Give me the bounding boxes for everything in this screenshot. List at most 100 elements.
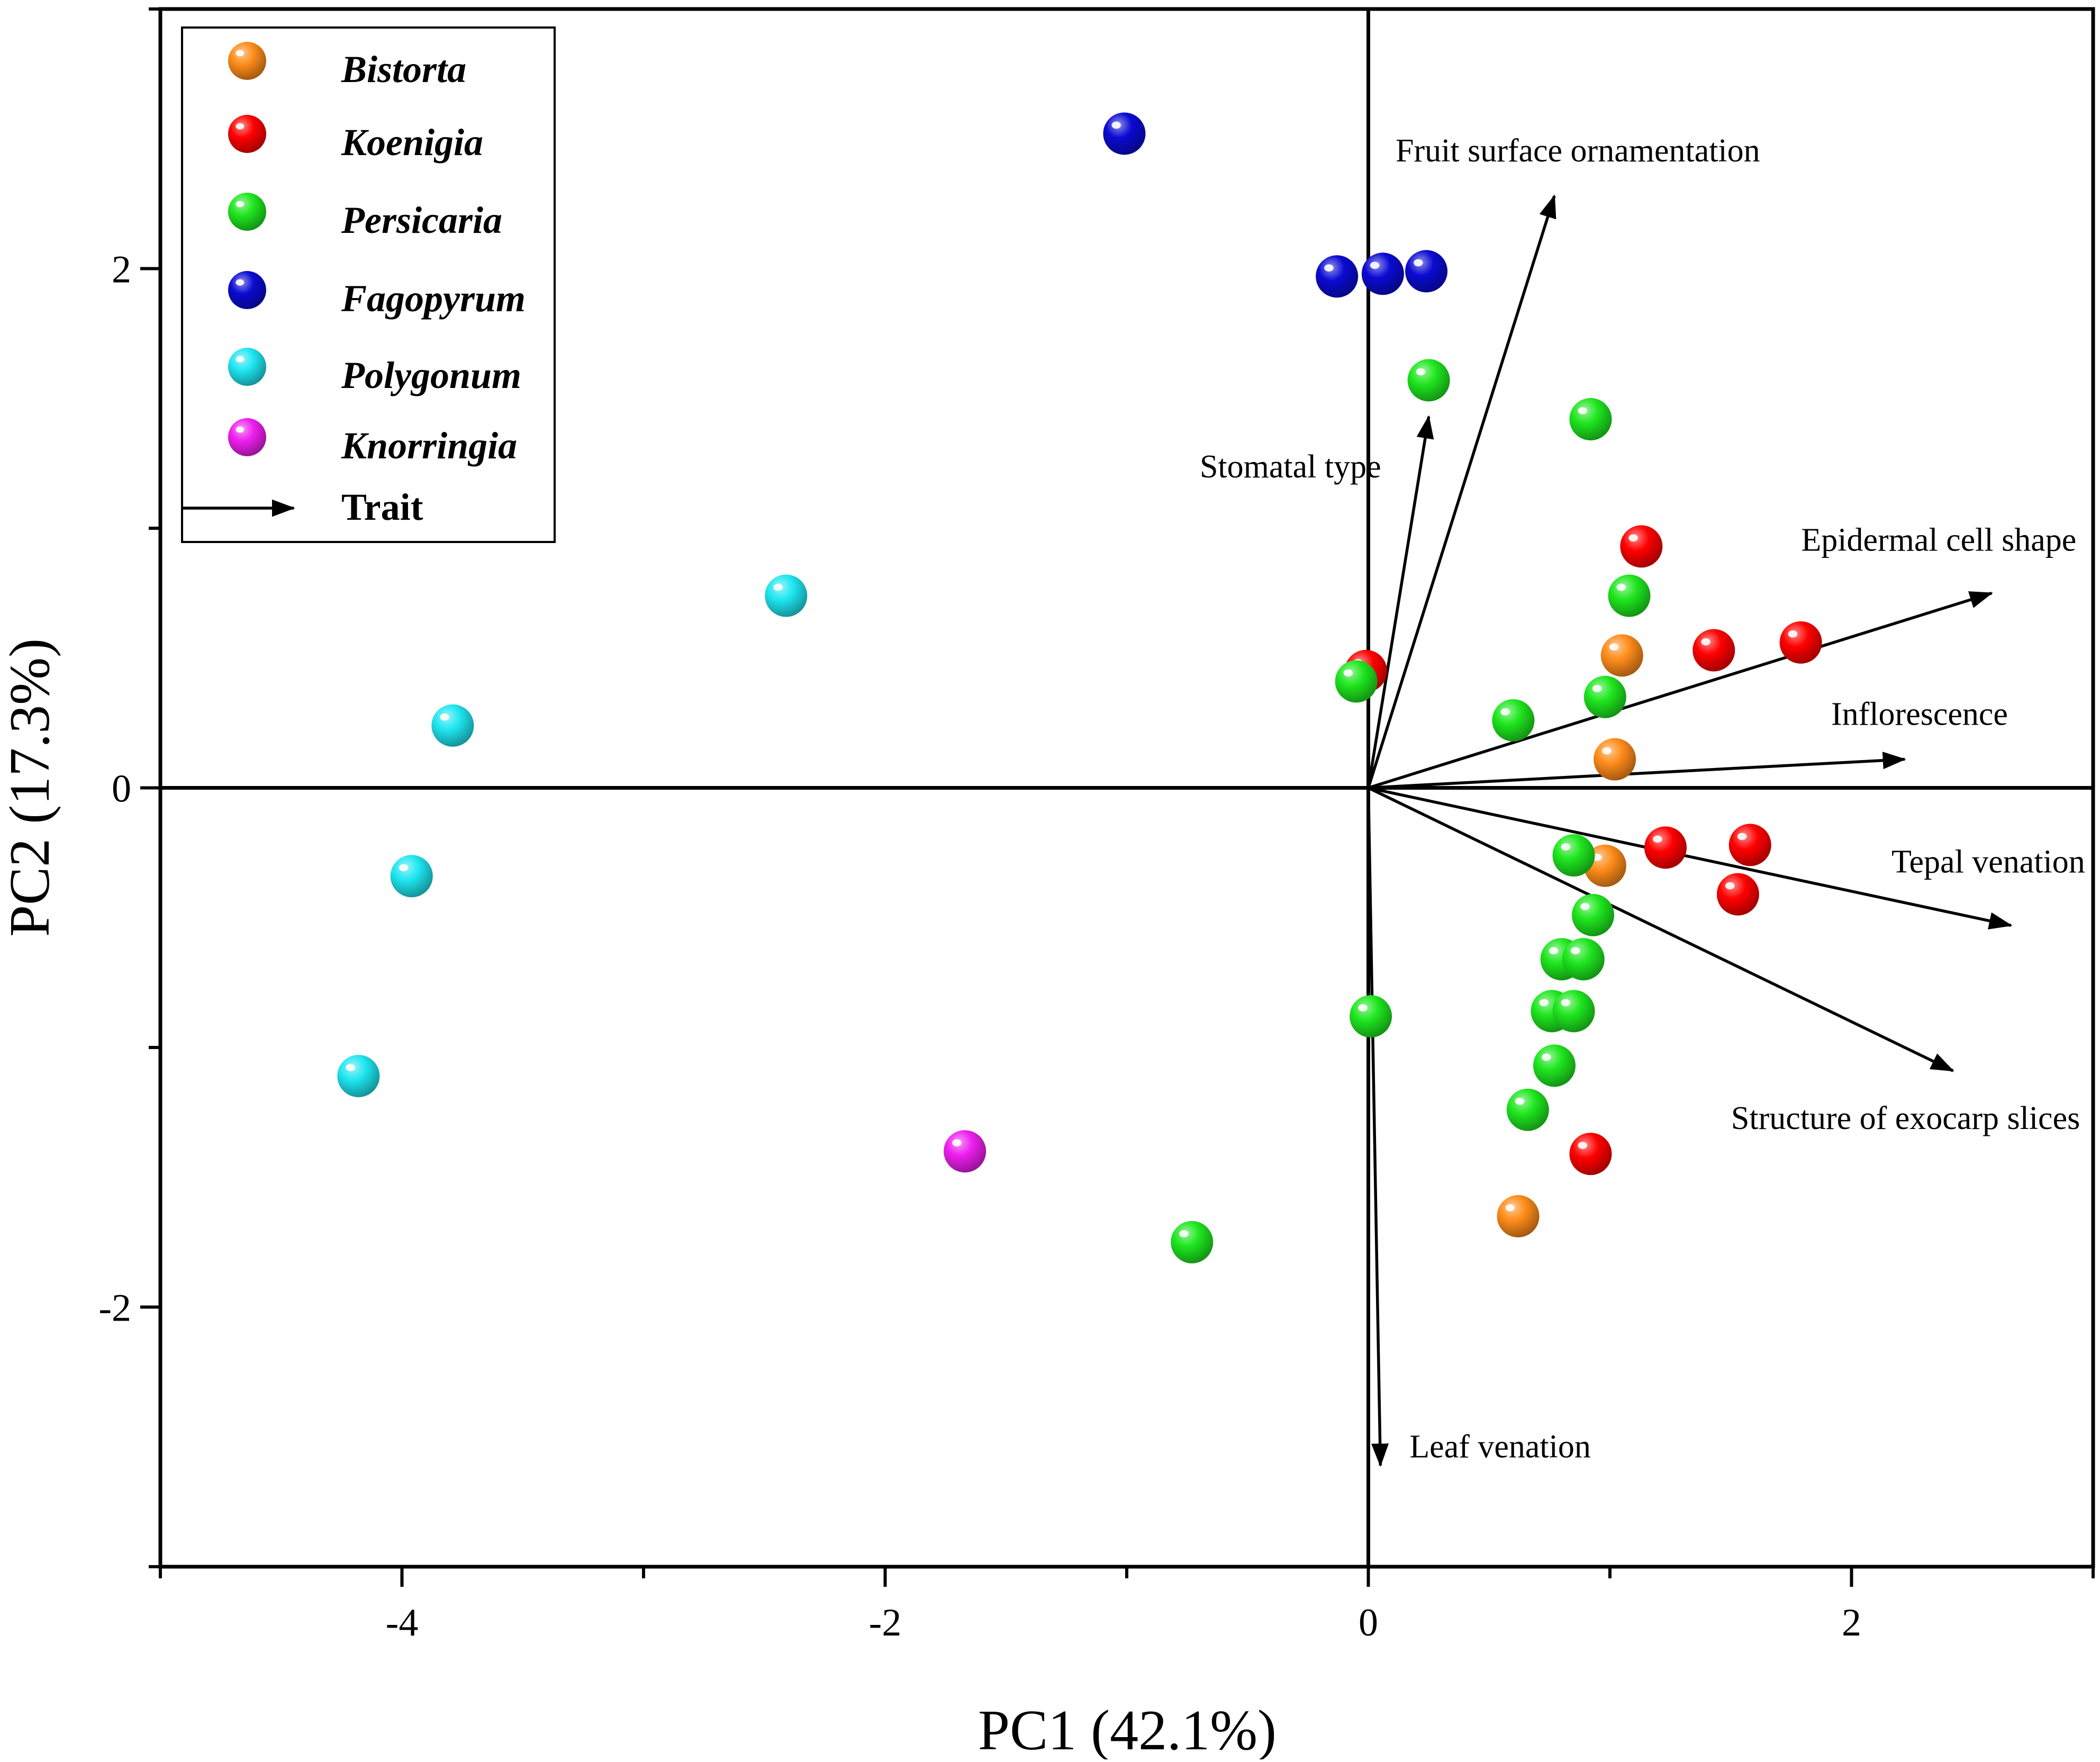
y-tick-label: -2 [98, 1287, 131, 1330]
point-body [1594, 738, 1636, 781]
legend-marker-knorringia [228, 418, 266, 456]
trait-arrow-inflorescence [1368, 752, 1906, 790]
legend-marker-koenigia [228, 115, 266, 153]
trait-label-stomatal-type: Stomatal type [1200, 449, 1381, 485]
point-persicaria [1350, 995, 1392, 1038]
legend-label-fagopyrum: Fagopyrum [341, 277, 526, 320]
point-highlight [440, 713, 449, 721]
point-body [1552, 834, 1595, 877]
trait-label-epidermal-cell-shape: Epidermal cell shape [1801, 522, 2076, 558]
trait-arrow-structure-of-exocarp-slices [1368, 787, 1954, 1072]
point-polygonum [431, 704, 474, 747]
trait-arrow-fruit-surface-ornamentation [1366, 194, 1556, 789]
point-persicaria [1171, 1221, 1214, 1263]
point-persicaria [1569, 397, 1612, 440]
legend-label-koenigia: Koenigia [341, 121, 483, 164]
point-body [1405, 250, 1448, 293]
point-body [1350, 995, 1392, 1038]
x-tick-label: 2 [1842, 1601, 1861, 1644]
legend-marker-highlight [236, 279, 245, 286]
data-points [337, 112, 1822, 1263]
legend-marker-highlight [236, 356, 245, 363]
point-highlight [1788, 630, 1798, 638]
point-persicaria [1572, 893, 1615, 936]
point-body [1407, 359, 1450, 402]
point-highlight [1652, 835, 1662, 843]
trait-vectors: Fruit surface ornamentation Stomatal type… [1200, 133, 2085, 1467]
point-body [1533, 1044, 1576, 1087]
point-highlight [1111, 121, 1121, 129]
point-persicaria [1562, 938, 1605, 981]
point-koenigia [1779, 621, 1822, 664]
point-highlight [1539, 999, 1549, 1007]
point-body [765, 574, 808, 617]
point-highlight [1500, 708, 1510, 716]
point-polygonum [765, 574, 808, 617]
legend-marker-polygonum [228, 348, 266, 386]
legend-marker-body [228, 42, 266, 80]
point-highlight [1578, 407, 1588, 414]
legend-marker-bistorta [228, 42, 266, 80]
point-highlight [1324, 264, 1334, 272]
point-fagopyrum [1361, 252, 1404, 295]
point-persicaria [1335, 660, 1378, 703]
point-persicaria [1506, 1088, 1549, 1131]
point-persicaria [1533, 1044, 1576, 1087]
legend-label-polygonum: Polygonum [341, 354, 521, 396]
point-body [1644, 826, 1687, 869]
point-body [1497, 1195, 1540, 1237]
legend-marker-body [228, 418, 266, 456]
point-fagopyrum [1405, 250, 1448, 293]
legend-marker-body [228, 115, 266, 153]
point-body [1103, 112, 1146, 155]
point-body [1600, 634, 1643, 677]
x-axis: -4 -2 0 2 [159, 1567, 2095, 1644]
point-highlight [1549, 947, 1559, 955]
point-body [1506, 1088, 1549, 1131]
trait-label-tepal-venation: Tepal venation [1891, 844, 2085, 880]
point-koenigia [1728, 824, 1771, 866]
point-bistorta [1594, 738, 1636, 781]
point-koenigia [1644, 826, 1687, 869]
point-persicaria [1552, 834, 1595, 877]
point-body [390, 855, 433, 898]
legend: Bistorta Koenigia Persicaria Fagopyrum Polyg… [181, 26, 556, 543]
point-highlight [1737, 833, 1747, 841]
point-body [1569, 1133, 1612, 1176]
point-highlight [1609, 643, 1619, 651]
point-body [1692, 629, 1735, 672]
point-highlight [1701, 638, 1710, 646]
trait-label-fruit-surface-ornamentation: Fruit surface ornamentation [1396, 133, 1760, 169]
point-highlight [1414, 259, 1423, 267]
point-highlight [952, 1139, 962, 1146]
point-persicaria [1407, 359, 1450, 402]
legend-label-knorringia: Knorringia [341, 424, 517, 467]
point-body [1171, 1221, 1214, 1263]
trait-arrow-leaf-venation [1366, 788, 1389, 1467]
point-highlight [1570, 947, 1580, 955]
x-axis-title: PC1 (42.1%) [978, 1699, 1277, 1759]
trait-arrow-tepal-venation [1368, 786, 2013, 929]
trait-label-leaf-venation: Leaf venation [1409, 1429, 1591, 1465]
point-body [944, 1130, 986, 1173]
y-tick-label: 0 [112, 767, 131, 811]
point-body [1361, 252, 1404, 295]
point-body [1335, 660, 1378, 703]
point-body [1569, 397, 1612, 440]
point-koenigia [1692, 629, 1735, 672]
legend-marker-persicaria [228, 193, 266, 231]
point-body [1716, 873, 1759, 916]
x-tick-label: 0 [1359, 1601, 1378, 1644]
point-highlight [1616, 583, 1626, 591]
point-body [1620, 525, 1663, 568]
legend-label-persicaria: Persicaria [341, 199, 502, 241]
legend-marker-highlight [236, 123, 245, 130]
point-highlight [1505, 1204, 1515, 1212]
point-highlight [1358, 1004, 1368, 1011]
point-body [1608, 574, 1651, 617]
point-highlight [1515, 1097, 1525, 1105]
point-highlight [1542, 1053, 1551, 1061]
point-bistorta [1600, 634, 1643, 677]
point-body [1572, 893, 1615, 936]
